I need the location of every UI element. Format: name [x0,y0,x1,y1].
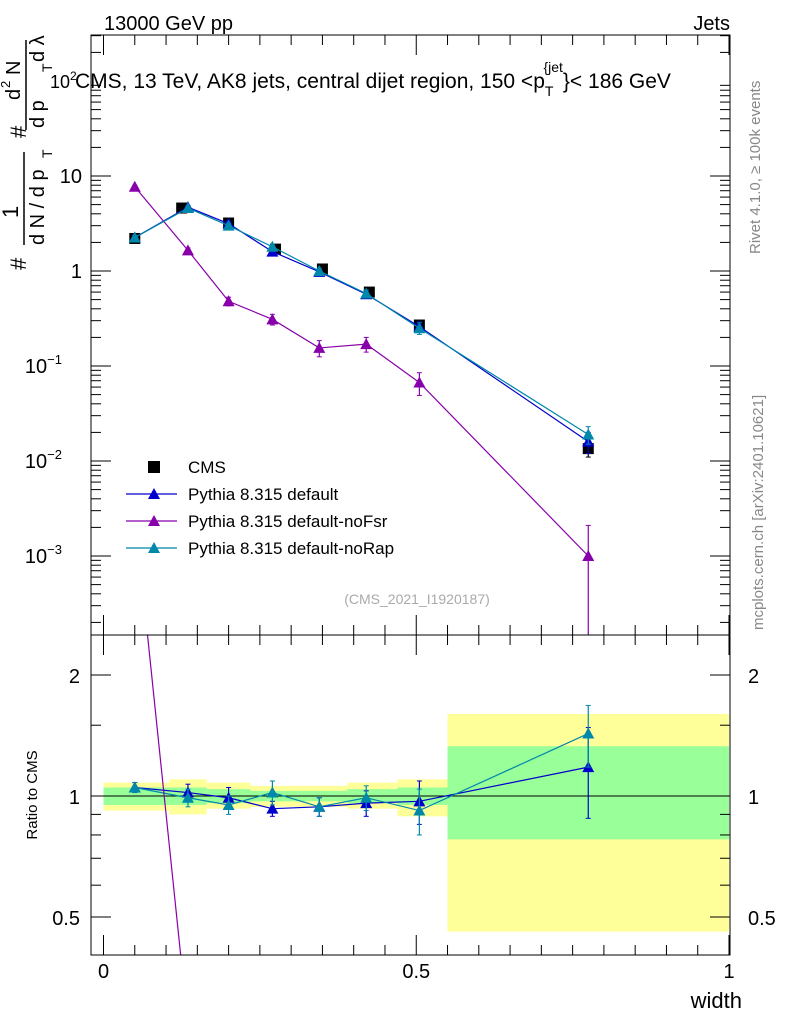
main-ytick-label: 10−2 [25,447,62,473]
ylabel-sq: 2 [0,81,13,88]
ylabel-dn: d N / d p [27,169,49,245]
main-ytick-base: 10 [25,451,47,473]
header-jets: Jets [693,13,730,35]
ratio-point-pythia-8-315-default-norap [128,781,141,793]
ylabel-dl: d λ [27,35,49,62]
ylabel-offset: 102 [50,69,77,92]
legend-entry-label: Pythia 8.315 default [188,485,339,504]
data-point-pythia-8-315-default-norap [582,428,595,440]
data-point-pythia-8-315-default-norap [313,265,326,276]
ylabel-one: 1 [0,206,23,218]
mcplots-label: mcplots.cern.ch [arXiv:2401.10621] [750,395,767,630]
title-sub: T [545,83,554,99]
ylabel-offset-base: 10 [50,72,70,92]
data-point-pythia-8-315-default-norap [128,231,141,243]
ratio-xtick-label: 0.5 [402,961,430,983]
data-point-pythia-8-315-default-nofsr [181,244,194,256]
ylabel-dp: d p [27,100,49,128]
ratio-point-pythia-8-315-default-norap [266,786,279,798]
ratio-ylabel: Ratio to CMS [24,750,41,839]
ratio-frame [90,634,731,956]
legend-marker-triangle [148,542,160,553]
legend-marker-triangle [148,488,160,499]
plot-title: CMS, 13 TeV, AK8 jets, central dijet reg… [75,59,671,99]
data-point-pythia-8-315-default-nofsr [413,376,426,388]
ratio-xtick-label: 1 [723,961,734,983]
ratio-ytick-label: 2 [69,666,80,688]
ratio-point-pythia-8-315-default [266,802,279,814]
main-ytick-base: 10 [25,546,47,568]
legend: CMS Pythia 8.315 default Pythia 8.315 defa… [126,458,394,558]
ylabel-hash-2: # [6,125,31,138]
legend-entry-label: CMS [188,458,226,477]
ratio-line-pythia-8-315-default [134,766,589,810]
analysis-watermark: (CMS_2021_I1920187) [344,591,490,607]
rivet-label: Rivet 4.1.0, ≥ 100k events [747,81,764,254]
ratio-plot-marks [91,635,730,955]
data-point-pythia-8-315-default-nofsr [222,295,235,307]
main-ytick-label: 10−3 [25,542,62,568]
data-point-pythia-8-315-default-norap [266,240,279,252]
data-point-pythia-8-315-default-nofsr [266,313,279,325]
ratio-point-pythia-8-315-default-norap [413,804,426,816]
ratio-xtick-label: 0 [98,961,109,983]
data-point-pythia-8-315-default-norap [360,287,373,299]
ratio-point-pythia-8-315-default-norap [582,727,595,739]
main-ylabel: # 1 d N / d p T # d 2 N d p T d λ 102 [0,35,77,270]
ratio-ytick-label-right: 2 [748,666,759,688]
main-ytick-exp: −2 [47,447,62,462]
ratio-ytick-label-right: 1 [748,787,759,809]
main-plot-marks [128,180,595,635]
ylabel-n: N [3,61,25,75]
data-point-pythia-8-315-default-nofsr [582,550,595,561]
ratio-xlabel: width [690,988,742,1013]
ylabel-hash-1: # [6,257,31,270]
main-ytick-label: 1 [71,261,82,283]
ratio-ytick-label: 1 [69,787,80,809]
data-point-pythia-8-315-default-norap [222,219,235,231]
data-point-pythia-8-315-default-nofsr [313,341,326,353]
data-point-cms [176,202,188,214]
header-energy: 13000 GeV pp [104,13,233,35]
ylabel-t-1: T [39,149,55,158]
ylabel-offset-exp: 2 [70,69,77,83]
main-ytick-label: 10−1 [25,352,62,378]
legend-marker-triangle [148,515,160,526]
legend-entry-label: Pythia 8.315 default-noRap [188,539,394,558]
data-point-cms [316,263,328,275]
series-line-pythia-8-315-default-norap [134,207,589,436]
ylabel-t-2: T [39,63,55,72]
ratio-line-pythia-8-315-default-norap [134,733,589,812]
ratio-axis-ticks: 2 2 1 1 0.5 0.5 0 0.5 1 [52,635,776,983]
data-point-pythia-8-315-default-norap [413,322,426,334]
title-rest: }< 186 GeV [563,70,671,93]
data-point-cms [363,286,375,298]
ratio-ytick-label: 0.5 [52,908,80,930]
title-main: CMS, 13 TeV, AK8 jets, central dijet reg… [75,70,545,93]
ratio-ytick-label-right: 0.5 [748,908,776,930]
legend-entry-label: Pythia 8.315 default-noFsr [188,512,388,531]
main-frame [90,34,731,636]
legend-marker-square [148,461,160,473]
main-ytick-label: 10 [60,166,82,188]
ratio-point-pythia-8-315-default-norap [222,798,235,810]
main-ytick-exp: −1 [47,352,62,367]
data-point-pythia-8-315-default-nofsr [360,338,373,350]
ratio-panel: 2 2 1 1 0.5 0.5 0 0.5 1 Ratio to CMS width [24,634,776,1013]
title-sup: {jet [543,59,563,75]
ratio-point-pythia-8-315-default-norap [360,791,373,803]
ratio-point-pythia-8-315-default-norap [181,791,194,803]
series-line-pythia-8-315-default-nofsr [134,186,589,557]
data-point-pythia-8-315-default-norap [181,202,194,214]
ylabel-d: d [3,89,25,100]
ratio-line-pythia-8-315-default-nofsr [146,635,182,955]
main-ytick-base: 10 [25,356,47,378]
data-point-pythia-8-315-default-nofsr [128,180,141,192]
main-ytick-exp: −3 [47,542,62,557]
series-line-pythia-8-315-default [134,206,589,443]
ratio-point-pythia-8-315-default-norap [313,800,326,812]
